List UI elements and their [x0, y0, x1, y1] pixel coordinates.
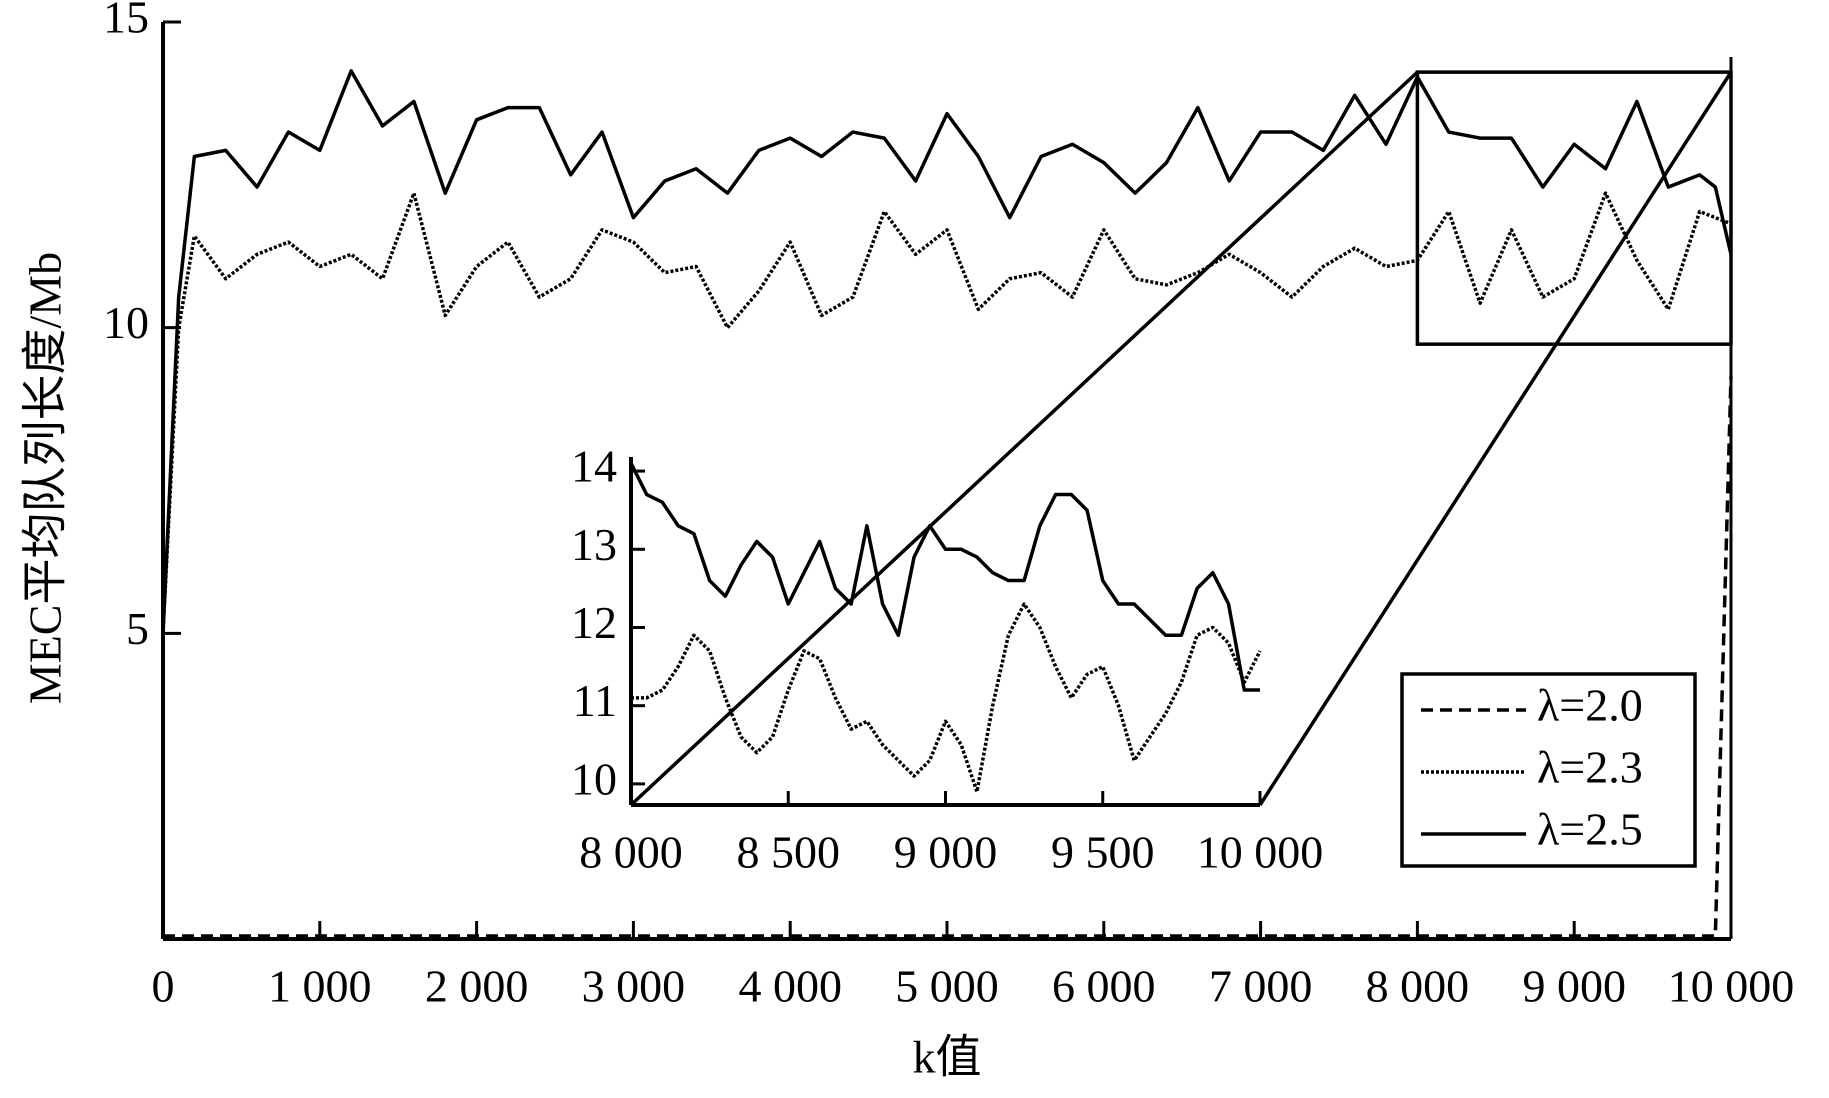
x-tick-label: 0 [152, 961, 175, 1012]
y-tick-label: 15 [103, 0, 149, 43]
x-tick-label: 7 000 [1209, 961, 1313, 1012]
y-tick-label: 10 [571, 753, 617, 804]
legend-label: λ=2.5 [1537, 804, 1643, 855]
x-tick-label: 8 000 [1366, 961, 1470, 1012]
legend-label: λ=2.0 [1537, 680, 1643, 731]
x-tick-label: 10 000 [1668, 961, 1795, 1012]
y-tick-label: 5 [126, 603, 149, 654]
x-tick-label: 8 000 [579, 827, 683, 878]
y-tick-label: 14 [571, 441, 617, 492]
x-axis-label: k值 [913, 1032, 982, 1083]
y-tick-label: 10 [103, 297, 149, 348]
y-tick-label: 13 [571, 519, 617, 570]
series-line [161, 191, 1732, 634]
series-line [163, 376, 1733, 938]
x-tick-label: 1 000 [268, 961, 372, 1012]
x-tick-label: 9 500 [1051, 827, 1155, 878]
x-tick-label: 3 000 [582, 961, 686, 1012]
x-tick-label: 9 000 [894, 827, 998, 878]
x-tick-label: 6 000 [1052, 961, 1156, 1012]
series-line [629, 462, 1260, 692]
x-tick-label: 2 000 [425, 961, 529, 1012]
y-axis-label: MEC平均队列长度/Mb [20, 252, 71, 704]
x-tick-label: 9 000 [1522, 961, 1626, 1012]
x-tick-label: 4 000 [738, 961, 842, 1012]
zoom-box [1415, 70, 1733, 346]
y-tick-label: 12 [571, 597, 617, 648]
series-line [161, 69, 1733, 634]
legend-label: λ=2.3 [1537, 742, 1643, 793]
x-tick-label: 10 000 [1197, 827, 1324, 878]
x-tick-label: 5 000 [895, 961, 999, 1012]
series-line [631, 602, 1262, 794]
x-tick-label: 8 500 [737, 827, 841, 878]
zoom-connector [629, 70, 1419, 807]
y-tick-label: 11 [573, 675, 617, 726]
zoom-connector [1258, 71, 1733, 806]
